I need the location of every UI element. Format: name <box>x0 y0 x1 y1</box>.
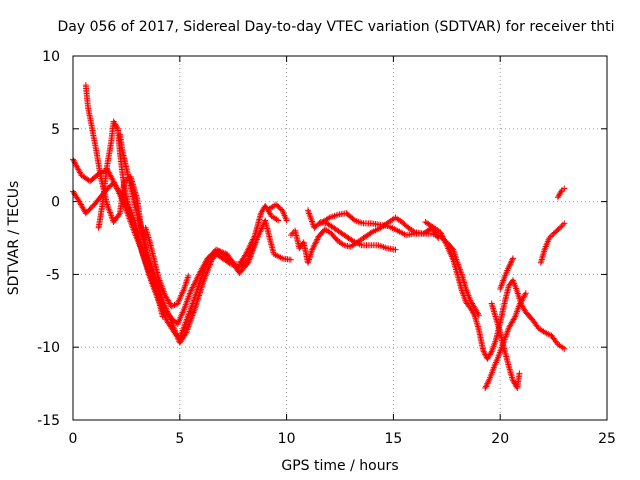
y-tick-label: 5 <box>51 122 60 138</box>
data-marker-arc-7 <box>266 201 290 224</box>
series-arc-14 <box>497 255 516 292</box>
grid-lines <box>72 55 608 421</box>
series-arc-6 <box>142 224 192 310</box>
data-points <box>70 82 568 391</box>
x-tick-labels: 0 5 10 15 20 25 <box>69 431 616 447</box>
y-tick-label: -15 <box>37 413 60 429</box>
series-arc-11 <box>422 219 568 362</box>
series-arc-7 <box>266 201 290 224</box>
data-marker-arc-14 <box>497 255 516 292</box>
y-tick-label: -10 <box>37 340 60 356</box>
x-tick-label: 5 <box>175 431 184 447</box>
plot-frame <box>72 55 608 421</box>
x-axis-label: GPS time / hours <box>281 458 398 474</box>
y-tick-label: 0 <box>51 195 60 211</box>
data-marker-arc-15 <box>537 220 568 266</box>
x-tick-label: 25 <box>598 431 616 447</box>
series-arc-12 <box>488 300 523 391</box>
x-tick-label: 0 <box>69 431 78 447</box>
x-tick-label: 15 <box>384 431 402 447</box>
y-tick-label: -5 <box>46 267 60 283</box>
chart-title: Day 056 of 2017, Sidereal Day-to-day VTE… <box>58 19 615 35</box>
x-tick-label: 10 <box>278 431 296 447</box>
data-marker-arc-12 <box>488 300 523 391</box>
series-arc-16 <box>554 185 568 201</box>
data-marker-arc-16 <box>554 185 568 201</box>
series-arc-15 <box>537 220 568 266</box>
data-marker-arc-11 <box>422 219 568 362</box>
series-arc-5 <box>117 131 164 297</box>
series-arc-13 <box>482 290 529 391</box>
x-tick-label: 20 <box>491 431 509 447</box>
series-arc-9 <box>305 207 399 253</box>
y-tick-label: 10 <box>42 49 60 65</box>
data-marker-arc-13 <box>482 290 529 391</box>
series-arc-10 <box>317 210 442 241</box>
data-marker-arc-10 <box>317 210 442 241</box>
y-tick-labels: 10 5 0 -5 -10 -15 <box>37 49 60 429</box>
data-marker-arc-6 <box>142 224 192 310</box>
y-axis-label: SDTVAR / TECUs <box>6 181 22 296</box>
data-marker-arc-5 <box>117 131 164 297</box>
data-marker-arc-9 <box>305 207 399 253</box>
